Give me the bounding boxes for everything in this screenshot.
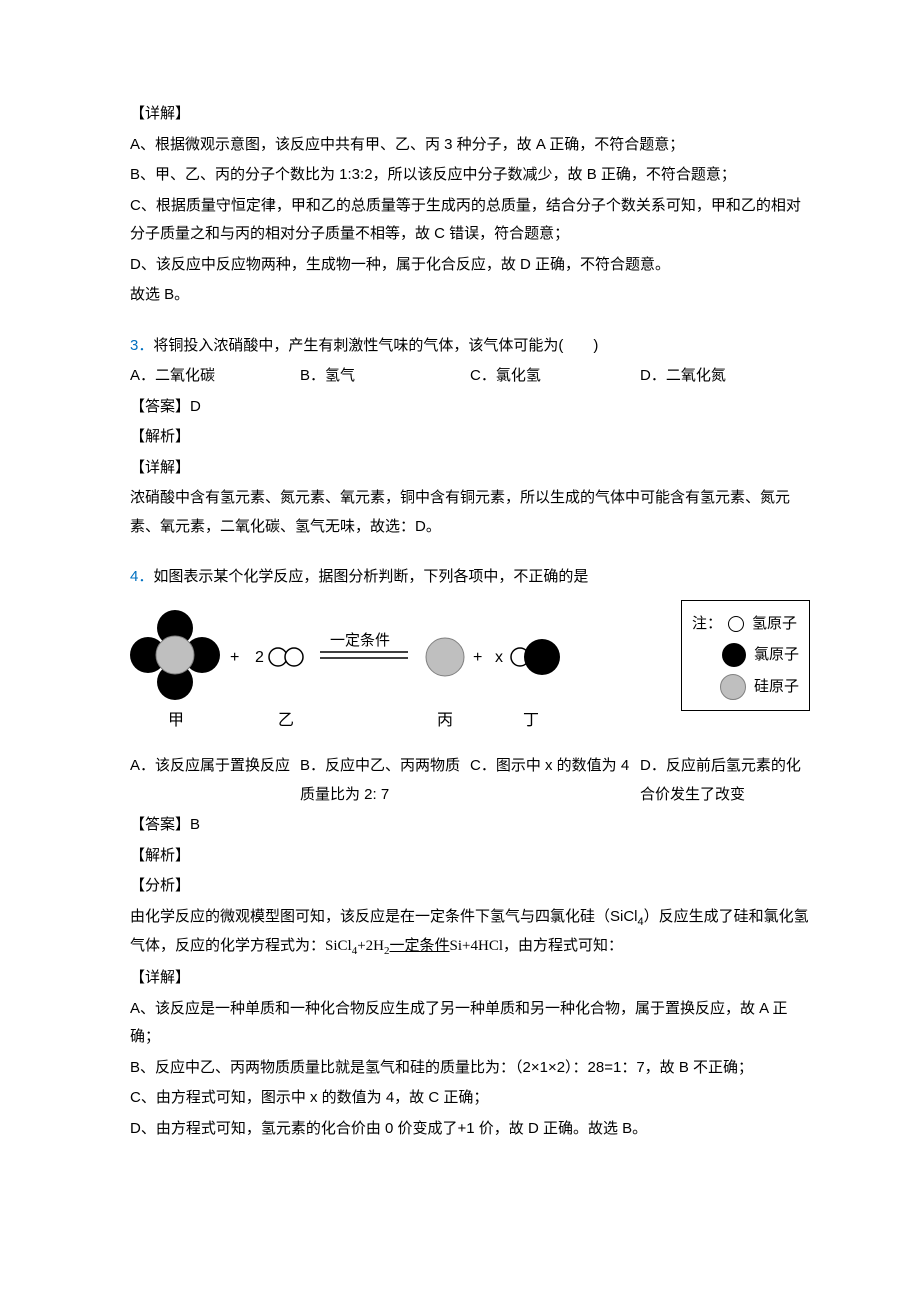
- explanation: 浓硝酸中含有氢元素、氮元素、氧元素，铜中含有铜元素，所以生成的气体中可能含有氢元…: [130, 484, 810, 541]
- exp-c: C、由方程式可知，图示中 x 的数值为 4，故 C 正确；: [130, 1084, 810, 1113]
- exp-d: D、由方程式可知，氢元素的化合价由 0 价变成了+1 价，故 D 正确。故选 B…: [130, 1115, 810, 1144]
- eq-cond: 一定条件: [390, 937, 450, 954]
- molecule-yi: [269, 648, 303, 666]
- legend-si: 硅原子: [754, 673, 799, 702]
- coef-ding: x: [495, 649, 503, 666]
- analysis-label: 【解析】: [130, 423, 810, 452]
- plus-icon: +: [473, 649, 482, 666]
- molecule-ding: [511, 639, 560, 675]
- detail-label: 【详解】: [130, 454, 810, 483]
- text-line: C、根据质量守恒定律，甲和乙的总质量等于生成丙的总质量，结合分子个数关系可知，甲…: [130, 192, 810, 249]
- question-3: 3．将铜投入浓硝酸中，产生有刺激性气味的气体，该气体可能为( ) A．二氧化碳 …: [130, 332, 810, 542]
- detail-label: 【详解】: [130, 964, 810, 993]
- fenxi-label: 【分析】: [130, 872, 810, 901]
- analysis-label: 【解析】: [130, 842, 810, 871]
- reaction-svg: + 2 一定条件: [130, 600, 570, 730]
- question-text: 如图表示某个化学反应，据图分析判断，下列各项中，不正确的是: [153, 568, 588, 585]
- label-bing: 丙: [437, 712, 453, 729]
- question-number: 4．: [130, 568, 153, 585]
- legend-row-h: 注： 氢原子: [692, 610, 799, 639]
- legend-h: 氢原子: [752, 610, 797, 639]
- text-line: B、甲、乙、丙的分子个数比为 1:3:2，所以该反应中分子数减少，故 B 正确，…: [130, 161, 810, 190]
- label-jia: 甲: [168, 712, 184, 729]
- cl-atom-icon: [722, 643, 746, 667]
- molecule-bing: [426, 638, 464, 676]
- option-b: B．氢气: [300, 362, 470, 391]
- legend-row-cl: 氯原子: [692, 641, 799, 670]
- option-d: D．二氧化氮: [640, 362, 810, 391]
- text-line: A、根据微观示意图，该反应中共有甲、乙、丙 3 种分子，故 A 正确，不符合题意…: [130, 131, 810, 160]
- arrow-condition: 一定条件: [320, 632, 408, 658]
- option-a: A．该反应属于置换反应: [130, 752, 300, 809]
- fx-part1: 由化学反应的微观模型图可知，该反应是在一定条件下氢气与四氯化硅（SiCl: [130, 908, 638, 925]
- question-number: 3．: [130, 337, 153, 354]
- molecule-jia: [130, 610, 220, 700]
- answer-label: 【答案】D: [130, 393, 810, 422]
- question-stem: 4．如图表示某个化学反应，据图分析判断，下列各项中，不正确的是: [130, 563, 810, 592]
- option-a: A．二氧化碳: [130, 362, 300, 391]
- reaction-diagram: + 2 一定条件: [130, 600, 810, 741]
- coef-yi: 2: [255, 649, 264, 666]
- options-row: A．二氧化碳 B．氢气 C．氯化氢 D．二氧化氮: [130, 362, 810, 391]
- exp-b: B、反应中乙、丙两物质质量比就是氢气和硅的质量比为：（2×1×2）：28=1：7…: [130, 1054, 810, 1083]
- label-yi: 乙: [278, 712, 294, 729]
- legend-title: 注：: [692, 610, 722, 639]
- answer-label: 【答案】B: [130, 811, 810, 840]
- options-grid: A．该反应属于置换反应 B．反应中乙、丙两物质质量比为 2: 7 C．图示中 x…: [130, 752, 810, 809]
- text-line: D、该反应中反应物两种，生成物一种，属于化合反应，故 D 正确，不符合题意。: [130, 251, 810, 280]
- fenxi-text: 由化学反应的微观模型图可知，该反应是在一定条件下氢气与四氯化硅（SiCl4）反应…: [130, 903, 810, 963]
- option-d: D．反应前后氢元素的化合价发生了改变: [640, 752, 810, 809]
- heading-detail: 【详解】: [130, 100, 810, 129]
- h-atom-icon: [728, 616, 744, 632]
- plus-icon: +: [230, 649, 239, 666]
- eq-left: SiCl4+2H2: [325, 938, 389, 954]
- question-text: 将铜投入浓硝酸中，产生有刺激性气味的气体，该气体可能为( ): [153, 337, 598, 354]
- legend-cl: 氯原子: [754, 641, 799, 670]
- question-stem: 3．将铜投入浓硝酸中，产生有刺激性气味的气体，该气体可能为( ): [130, 332, 810, 361]
- option-c: C．图示中 x 的数值为 4: [470, 752, 640, 809]
- exp-a: A、该反应是一种单质和一种化合物反应生成了另一种单质和另一种化合物，属于置换反应…: [130, 995, 810, 1052]
- text-choose: 故选 B。: [130, 281, 810, 310]
- question-4: 4．如图表示某个化学反应，据图分析判断，下列各项中，不正确的是 + 2: [130, 563, 810, 1143]
- option-c: C．氯化氢: [470, 362, 640, 391]
- legend-box: 注： 氢原子 氯原子 硅原子: [681, 600, 810, 712]
- eq-right: Si+4HCl: [450, 938, 503, 954]
- section-1-detail: 【详解】 A、根据微观示意图，该反应中共有甲、乙、丙 3 种分子，故 A 正确，…: [130, 100, 810, 310]
- svg-text:一定条件: 一定条件: [330, 632, 390, 649]
- option-b: B．反应中乙、丙两物质质量比为 2: 7: [300, 752, 470, 809]
- si-atom-icon: [720, 674, 746, 700]
- legend-row-si: 硅原子: [692, 673, 799, 702]
- fx-part3: ，由方程式可知：: [503, 937, 623, 954]
- label-ding: 丁: [523, 712, 539, 729]
